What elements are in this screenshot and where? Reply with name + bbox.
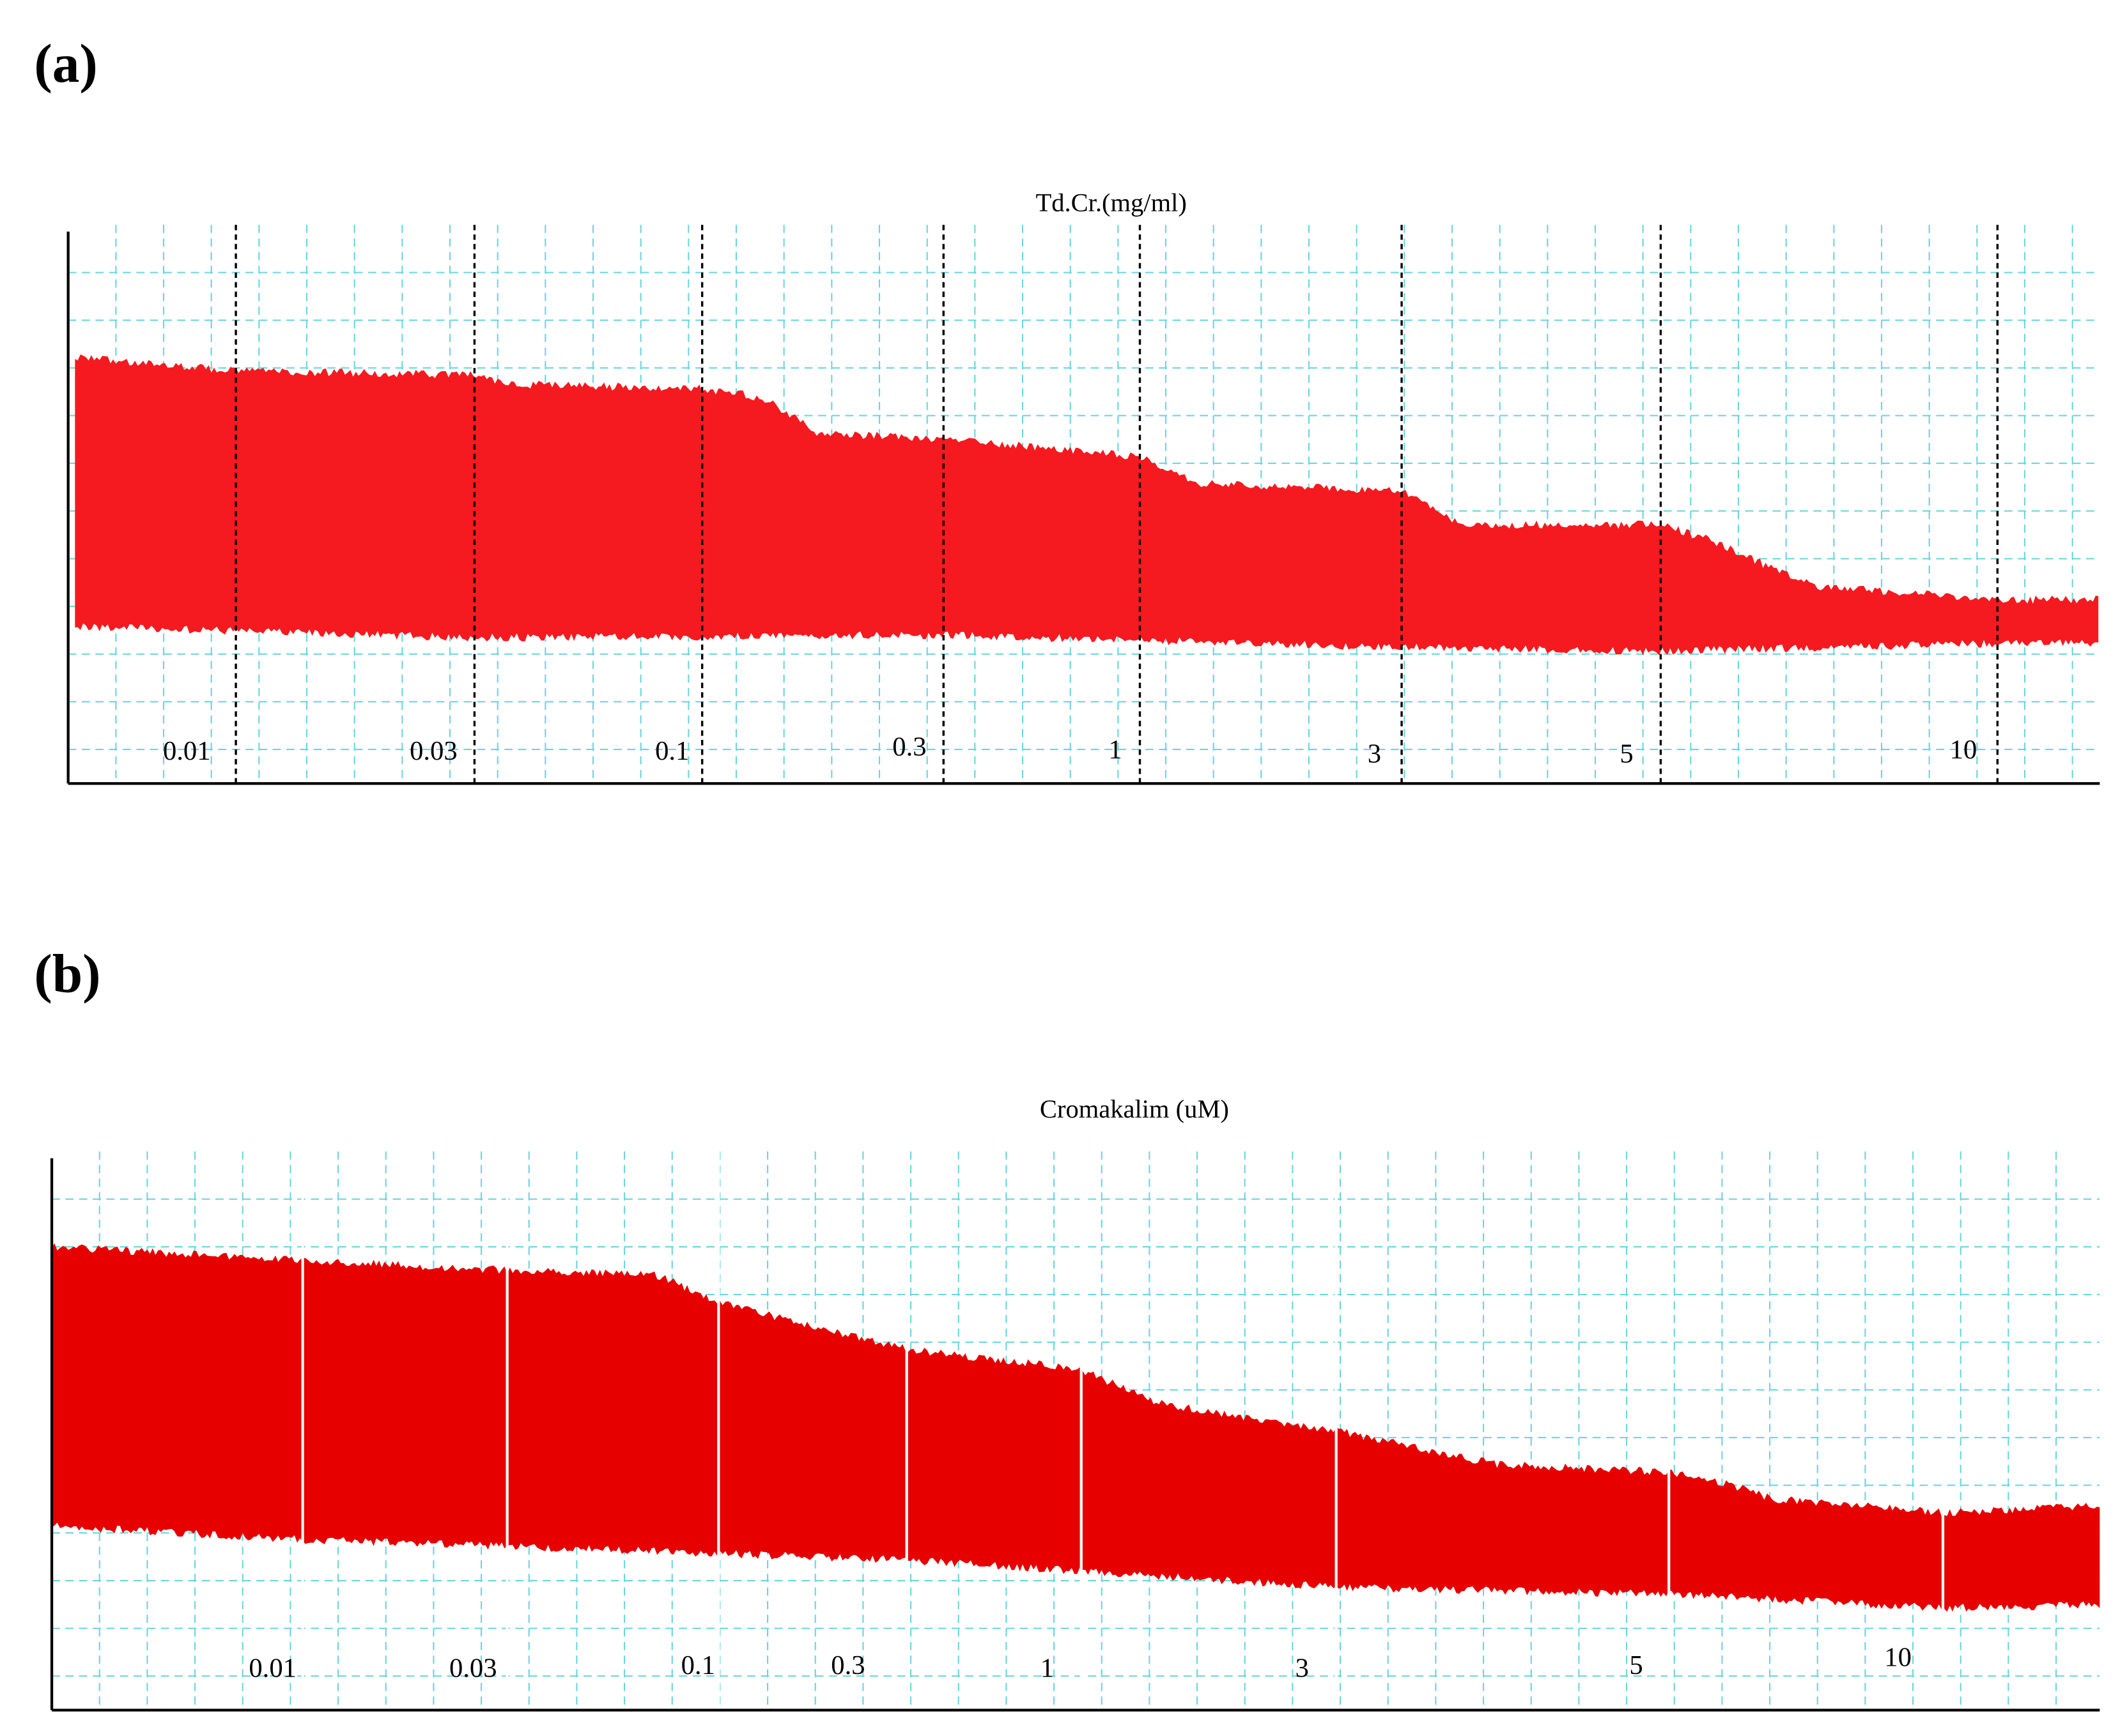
dose-label: 0.1 (681, 1650, 715, 1680)
panel-title: Cromakalim (uM) (1040, 1095, 1229, 1123)
panel-title: Td.Cr.(mg/ml) (1035, 188, 1186, 217)
dose-label: 0.01 (249, 1653, 297, 1683)
dose-label: 5 (1620, 739, 1633, 769)
dose-label: 3 (1296, 1653, 1309, 1683)
dose-label: 1 (1040, 1653, 1054, 1683)
dose-label: 1 (1108, 735, 1122, 765)
panel-label: (b) (34, 944, 100, 1004)
dose-label: 0.3 (831, 1650, 865, 1680)
trace (75, 354, 2099, 656)
dose-label: 3 (1368, 739, 1381, 769)
dose-label: 10 (1884, 1642, 1912, 1672)
dose-label: 0.03 (449, 1653, 497, 1683)
dose-label: 0.01 (163, 736, 211, 766)
dose-label: 5 (1629, 1650, 1643, 1680)
trace (52, 1243, 2100, 1612)
dose-label: 0.03 (410, 736, 458, 766)
panel-label: (a) (34, 34, 97, 94)
dose-label: 0.1 (655, 736, 689, 766)
dose-label: 0.3 (892, 732, 926, 762)
dose-label: 10 (1950, 735, 1977, 765)
